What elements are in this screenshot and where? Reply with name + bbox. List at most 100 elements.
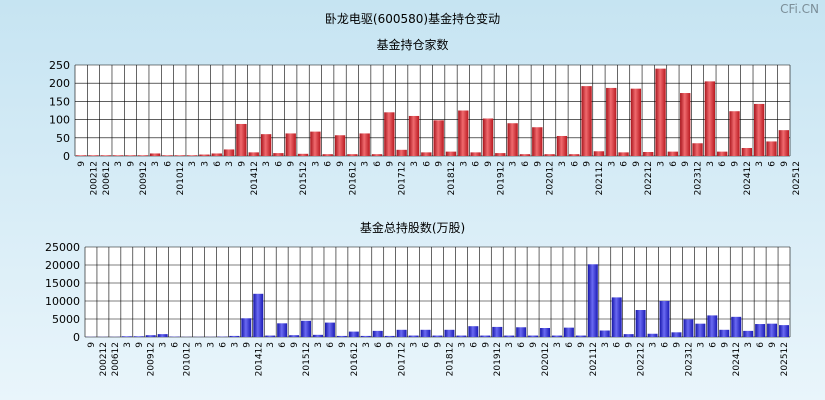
c2-bar (779, 325, 789, 337)
c1-bar (76, 155, 87, 156)
c1-x-tick-label: 201812 (447, 161, 457, 195)
c1-x-tick-label: 3 (459, 161, 469, 167)
watermark-logo: CFi.CN (780, 2, 819, 16)
c2-x-tick-label: 6 (422, 342, 432, 348)
c2-x-tick-label: 201012 (183, 342, 193, 376)
c2-bar (731, 316, 742, 337)
c2-x-tick-label: 202012 (541, 342, 551, 376)
c2-bar (611, 297, 622, 337)
chart1-title: 基金持仓家数 (376, 38, 449, 52)
c1-x-tick-label: 3 (151, 161, 161, 167)
c1-x-tick-label: 202412 (743, 161, 753, 195)
c1-bar (544, 154, 555, 156)
c1-x-tick-label: 3 (361, 161, 371, 167)
c2-bar (348, 331, 359, 337)
c2-x-tick-label: 9 (338, 342, 348, 348)
c2-x-tick-label: 6 (661, 342, 671, 348)
c2-x-tick-label: 3 (206, 342, 216, 348)
c2-x-tick-label: 3 (457, 342, 467, 348)
c2-x-tick-label: 9 (434, 342, 444, 348)
c1-x-tick-label: 9 (435, 161, 445, 167)
c2-bar (540, 328, 551, 337)
c1-bar (137, 155, 148, 156)
c2-x-tick-label: 9 (135, 342, 145, 348)
c1-x-tick-label: 6 (373, 161, 383, 167)
c2-x-tick-label: 6 (278, 342, 288, 348)
c1-x-tick-label: 3 (755, 161, 765, 167)
c1-bar (569, 154, 580, 156)
c1-y-tick-label: 250 (49, 59, 70, 72)
c2-bar (743, 330, 754, 337)
c2-bar (301, 320, 312, 337)
c2-x-tick-label: 6 (218, 342, 228, 348)
chart2-title: 基金总持股数(万股) (359, 221, 466, 235)
c2-x-tick-label: 201612 (350, 342, 360, 376)
c2-x-tick-label: 9 (672, 342, 682, 348)
c2-bar (480, 335, 491, 337)
c2-x-tick-label: 9 (768, 342, 778, 348)
c2-bar (659, 301, 670, 337)
c1-x-tick-label: 3 (509, 161, 519, 167)
c1-bar (347, 154, 358, 156)
c1-x-tick-label: 9 (287, 161, 297, 167)
c1-x-tick-label: 6 (422, 161, 432, 167)
c2-bar (492, 326, 503, 337)
c1-bar (408, 115, 420, 156)
c1-bar (236, 123, 247, 156)
c1-bar (470, 152, 481, 156)
c1-bar (495, 153, 506, 156)
c1-x-tick-label: 3 (200, 161, 210, 167)
c1-bar (322, 154, 333, 156)
c2-x-tick-label: 202312 (684, 342, 694, 376)
c1-x-tick-label: 9 (731, 161, 741, 167)
c2-x-tick-label: 202112 (589, 342, 599, 376)
c2-x-tick-label: 201812 (445, 342, 455, 376)
c1-bar (643, 151, 654, 156)
c1-bar (211, 153, 222, 156)
c1-x-tick-label: 3 (410, 161, 420, 167)
c2-x-tick-label: 3 (362, 342, 372, 348)
c1-x-tick-label: 3 (607, 161, 617, 167)
c2-bar (635, 310, 646, 337)
c1-x-tick-label: 202312 (694, 161, 704, 195)
c1-bar (297, 153, 309, 156)
c1-x-tick-label: 6 (768, 161, 778, 167)
c2-y-tick-label: 5000 (52, 313, 80, 326)
chart-title: 卧龙电驱(600580)基金持仓变动 (324, 12, 501, 26)
c1-x-tick-label: 201612 (348, 161, 358, 195)
c1-x-tick-label: 202512 (792, 161, 802, 195)
c1-bar (667, 151, 679, 156)
c1-bar (717, 151, 728, 156)
c1-bar (285, 133, 296, 156)
c1-bar (433, 120, 444, 156)
c2-x-tick-label: 3 (696, 342, 706, 348)
c1-x-tick-label: 6 (620, 161, 630, 167)
c2-x-tick-label: 6 (374, 342, 384, 348)
c1-bar (704, 81, 716, 156)
c2-x-tick-label: 9 (290, 342, 300, 348)
c2-bar (563, 327, 574, 337)
c1-x-tick-label: 3 (657, 161, 667, 167)
c1-bar (593, 151, 605, 156)
c2-x-tick-label: 3 (410, 342, 420, 348)
c2-x-tick-label: 202512 (780, 342, 790, 376)
c1-x-tick-label: 201012 (176, 161, 186, 195)
c2-bar (707, 315, 718, 337)
c2-bar (587, 264, 598, 337)
c2-x-tick-label: 3 (266, 342, 276, 348)
c2-bar (396, 329, 407, 337)
c2-bar (121, 336, 132, 337)
c2-x-tick-label: 3 (314, 342, 324, 348)
c1-x-tick-label: 201712 (398, 161, 408, 195)
c1-x-tick-label: 202112 (595, 161, 605, 195)
c1-x-tick-label: 6 (570, 161, 580, 167)
c1-y-tick-label: 200 (49, 77, 70, 90)
c2-x-tick-label: 6 (326, 342, 336, 348)
c1-x-tick-label: 3 (311, 161, 321, 167)
c2-x-tick-label: 9 (87, 342, 97, 348)
c2-bar (695, 323, 706, 337)
c1-bar (754, 103, 765, 156)
c1-x-tick-label: 6 (163, 161, 173, 167)
c2-x-tick-label: 6 (469, 342, 479, 348)
